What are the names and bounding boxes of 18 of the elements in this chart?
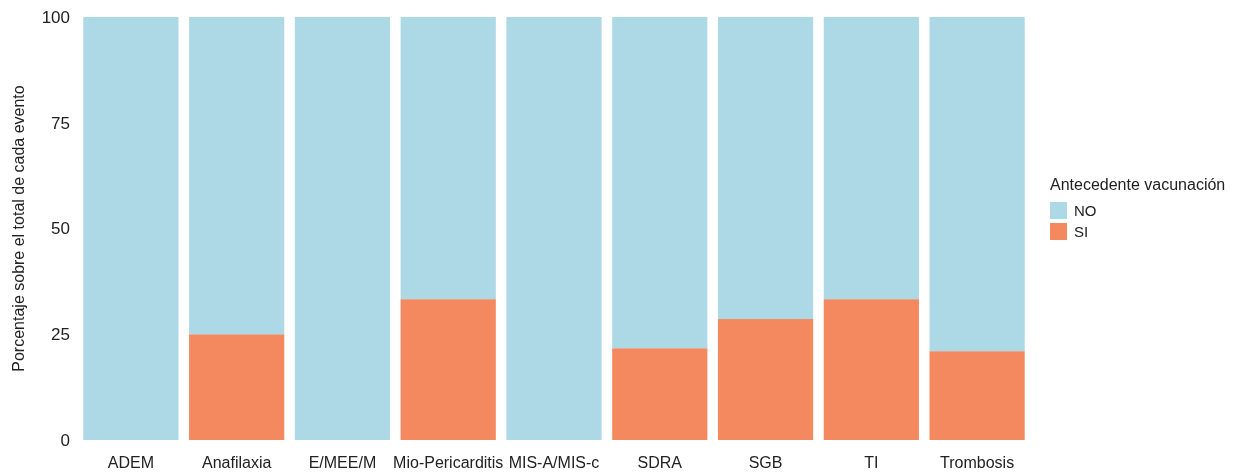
x-tick-label: Trombosis xyxy=(940,454,1015,471)
x-tick-label: E/MEE/M xyxy=(308,454,377,471)
x-tick-label: Mio-Pericarditis xyxy=(393,454,504,471)
x-tick-label: TI xyxy=(864,454,879,471)
x-tick-label: MIS-A/MIS-c xyxy=(508,454,600,471)
x-tick-label: Anafilaxia xyxy=(201,454,272,471)
x-tick-label: SGB xyxy=(748,454,783,471)
y-tick-label: 75 xyxy=(51,113,70,133)
x-tick-label: ADEM xyxy=(107,454,155,471)
y-tick-label: 100 xyxy=(41,7,70,27)
legend-title: Antecedente vacunación xyxy=(1050,176,1226,193)
legend-label: NO xyxy=(1074,202,1097,220)
x-tick-label: SDRA xyxy=(637,454,683,471)
y-axis-title: Porcentaje sobre el total de cada evento xyxy=(10,85,27,372)
legend-label: SI xyxy=(1074,223,1089,241)
y-tick-label: 50 xyxy=(51,219,70,239)
y-tick-label: 25 xyxy=(51,325,70,345)
y-tick-label: 0 xyxy=(60,430,70,450)
